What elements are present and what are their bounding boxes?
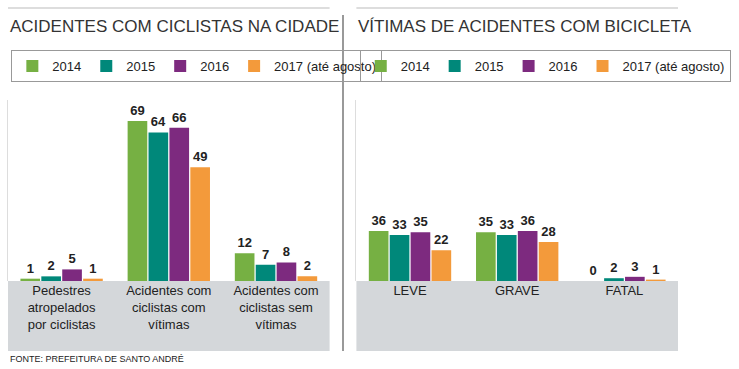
svg-text:3: 3 [631,259,638,274]
svg-text:1: 1 [652,262,659,277]
svg-text:2015: 2015 [475,59,504,74]
svg-text:2017 (até agosto): 2017 (até agosto) [623,59,725,74]
svg-text:2: 2 [304,258,311,273]
svg-text:33: 33 [500,217,514,232]
svg-text:2015: 2015 [126,59,155,74]
svg-text:66: 66 [172,110,186,125]
svg-text:35: 35 [479,214,493,229]
svg-text:2: 2 [610,260,617,275]
svg-text:GRAVE: GRAVE [495,283,540,298]
svg-text:Acidentes comciclistas semvíti: Acidentes comciclistas semvítimas [233,283,318,332]
svg-text:2016: 2016 [549,59,578,74]
svg-text:7: 7 [262,247,269,262]
svg-text:1: 1 [27,261,34,276]
svg-text:2: 2 [48,258,55,273]
svg-text:22: 22 [434,232,448,247]
svg-text:Pedestresatropeladospor ciclis: Pedestresatropeladospor ciclistas [28,283,96,332]
svg-text:2017 (até agosto): 2017 (até agosto) [274,59,376,74]
svg-text:VÍTIMAS DE ACIDENTES COM BICIC: VÍTIMAS DE ACIDENTES COM BICICLETA [358,17,692,36]
svg-text:69: 69 [130,103,144,118]
svg-text:2014: 2014 [401,59,430,74]
svg-text:49: 49 [193,149,207,164]
svg-text:36: 36 [520,213,534,228]
svg-text:64: 64 [151,114,166,129]
svg-text:5: 5 [68,251,75,266]
svg-text:12: 12 [237,235,251,250]
svg-text:2016: 2016 [200,59,229,74]
svg-text:35: 35 [413,214,427,229]
svg-text:LEVE: LEVE [393,283,427,298]
svg-text:8: 8 [283,244,290,259]
svg-text:ACIDENTES COM CICLISTAS NA CID: ACIDENTES COM CICLISTAS NA CIDADE [10,17,339,36]
svg-text:FATAL: FATAL [605,283,643,298]
svg-text:2014: 2014 [52,59,81,74]
svg-text:33: 33 [392,217,406,232]
svg-text:0: 0 [589,263,596,278]
svg-text:1: 1 [89,261,96,276]
svg-text:28: 28 [541,224,555,239]
svg-text:36: 36 [371,213,385,228]
svg-text:Acidentes comciclistas comvíti: Acidentes comciclistas comvítimas [126,283,211,332]
svg-text:FONTE: PREFEITURA DE SANTO AND: FONTE: PREFEITURA DE SANTO ANDRÉ [10,354,184,364]
